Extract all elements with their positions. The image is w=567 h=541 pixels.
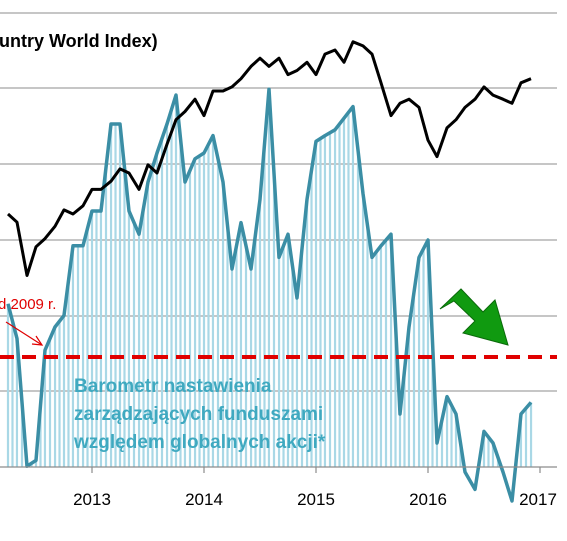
green-down-arrow-icon xyxy=(439,288,509,346)
x-tick-label-2015: 2015 xyxy=(297,490,335,509)
annotation-arrow-shaft xyxy=(5,321,43,346)
x-axis-ticks xyxy=(91,467,541,473)
threshold-annotation: d 2009 r. xyxy=(0,296,56,313)
x-tick-label-2017: 2017 xyxy=(519,490,557,509)
world-index-line xyxy=(6,40,532,277)
barometer-bars xyxy=(6,89,533,467)
x-tick-label-2014: 2014 xyxy=(185,490,223,509)
barometer-label-line-2: zarządzających funduszami xyxy=(74,404,323,425)
chart-title: untry World Index) xyxy=(0,31,158,51)
barometer-label-line-3: względem globalnych akcji* xyxy=(73,432,326,453)
barometer-label-line-1: Barometr nastawienia xyxy=(74,376,272,397)
barometer-line xyxy=(6,87,533,503)
x-tick-label-2016: 2016 xyxy=(409,490,447,509)
x-tick-label-2013: 2013 xyxy=(73,490,111,509)
annotation-arrow-head xyxy=(31,335,44,346)
